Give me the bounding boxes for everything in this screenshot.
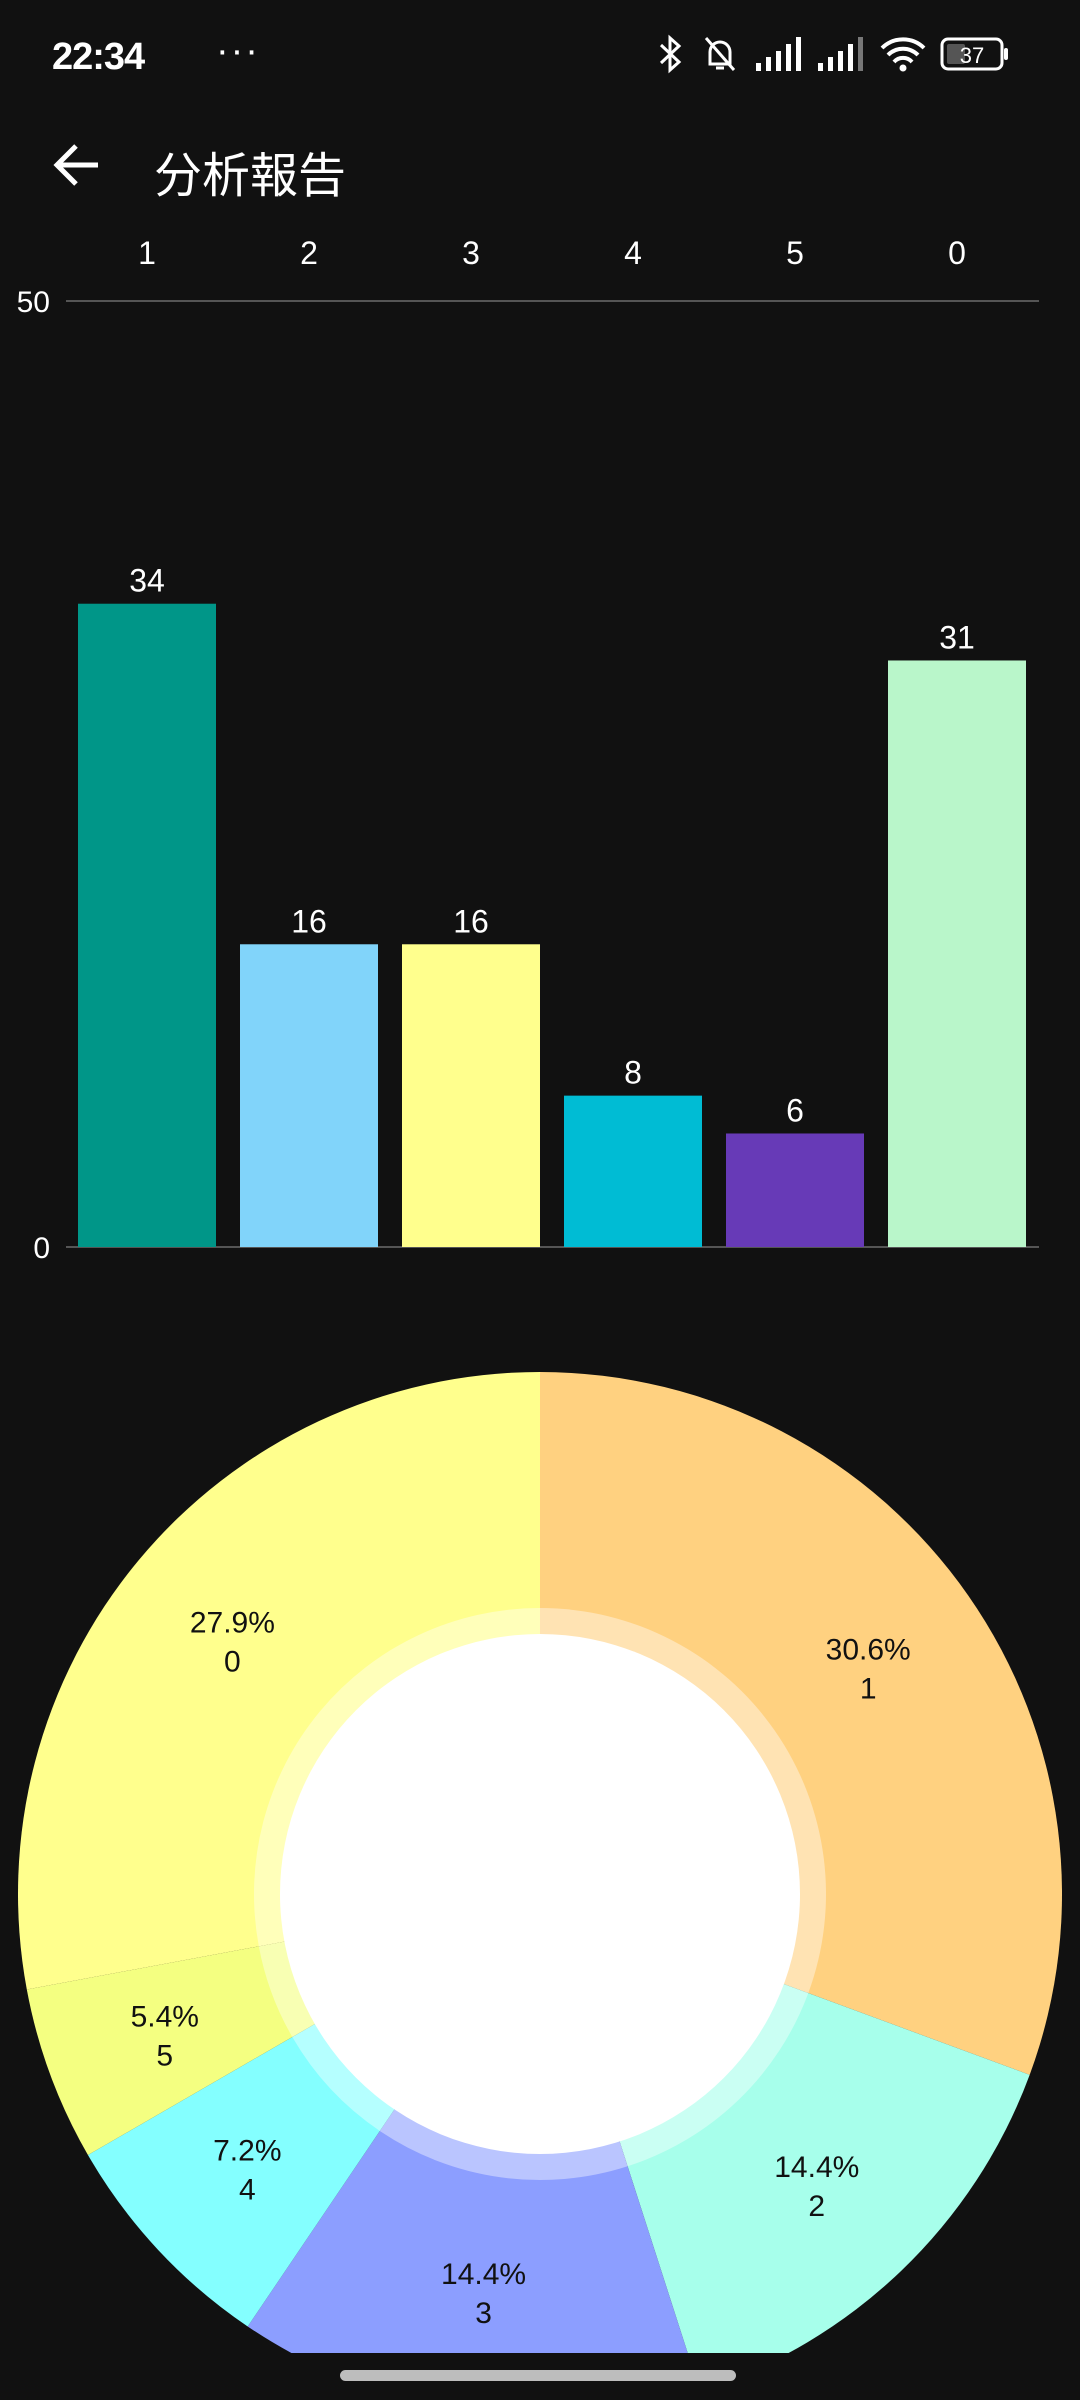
slice-name-label: 0 xyxy=(224,1645,241,1678)
x-tick-label: 3 xyxy=(462,235,480,271)
bar[interactable] xyxy=(78,603,216,1247)
battery-icon: 37 xyxy=(940,37,1008,71)
status-bar: 22:34 ··· 37 xyxy=(0,0,1080,110)
status-time: 22:34 xyxy=(52,36,145,78)
bar-value-label: 16 xyxy=(453,903,489,939)
slice-name-label: 1 xyxy=(860,1672,877,1705)
battery-level: 37 xyxy=(960,43,984,68)
signal-icon xyxy=(818,37,863,71)
page-title: 分析報告 xyxy=(154,150,347,203)
bar[interactable] xyxy=(240,944,378,1247)
app-bar: 分析報告 xyxy=(0,110,1080,220)
bar-chart: 50 0 1 34 2 16 3 16 4 8 5 6 0 31 xyxy=(17,235,1039,1265)
x-tick-label: 5 xyxy=(786,235,804,271)
more-notifications-icon: ··· xyxy=(216,30,260,72)
slice-percent-label: 27.9% xyxy=(190,1606,275,1639)
bar[interactable] xyxy=(402,944,540,1247)
wifi-icon xyxy=(880,37,926,72)
y-tick-label: 0 xyxy=(33,1232,50,1265)
slice-name-label: 3 xyxy=(475,2297,492,2330)
bar-value-label: 16 xyxy=(291,903,327,939)
slice-percent-label: 14.4% xyxy=(774,2151,859,2184)
x-tick-label: 4 xyxy=(624,235,642,271)
slice-percent-label: 5.4% xyxy=(131,2001,199,2034)
x-tick-label: 2 xyxy=(300,235,318,271)
signal-icon xyxy=(756,37,801,71)
slice-name-label: 4 xyxy=(239,2174,256,2207)
bar-value-label: 8 xyxy=(624,1055,642,1091)
home-indicator[interactable] xyxy=(340,2370,736,2381)
bar-value-label: 6 xyxy=(786,1092,804,1128)
x-tick-label: 1 xyxy=(138,235,156,271)
x-tick-label: 0 xyxy=(948,235,966,271)
silent-bell-icon xyxy=(704,37,736,71)
bar[interactable] xyxy=(726,1133,864,1247)
donut-hole xyxy=(280,1634,800,2154)
slice-percent-label: 14.4% xyxy=(441,2258,526,2291)
bluetooth-icon xyxy=(659,34,682,74)
slice-name-label: 2 xyxy=(808,2190,825,2223)
slice-percent-label: 7.2% xyxy=(213,2135,281,2168)
y-tick-label: 50 xyxy=(17,286,50,319)
bar-value-label: 34 xyxy=(129,563,165,599)
arrow-left-icon[interactable] xyxy=(50,138,104,192)
bar-value-label: 31 xyxy=(939,619,975,655)
slice-percent-label: 30.6% xyxy=(826,1633,911,1666)
bar[interactable] xyxy=(564,1095,702,1247)
slice-name-label: 5 xyxy=(156,2040,173,2073)
bar[interactable] xyxy=(888,660,1026,1247)
